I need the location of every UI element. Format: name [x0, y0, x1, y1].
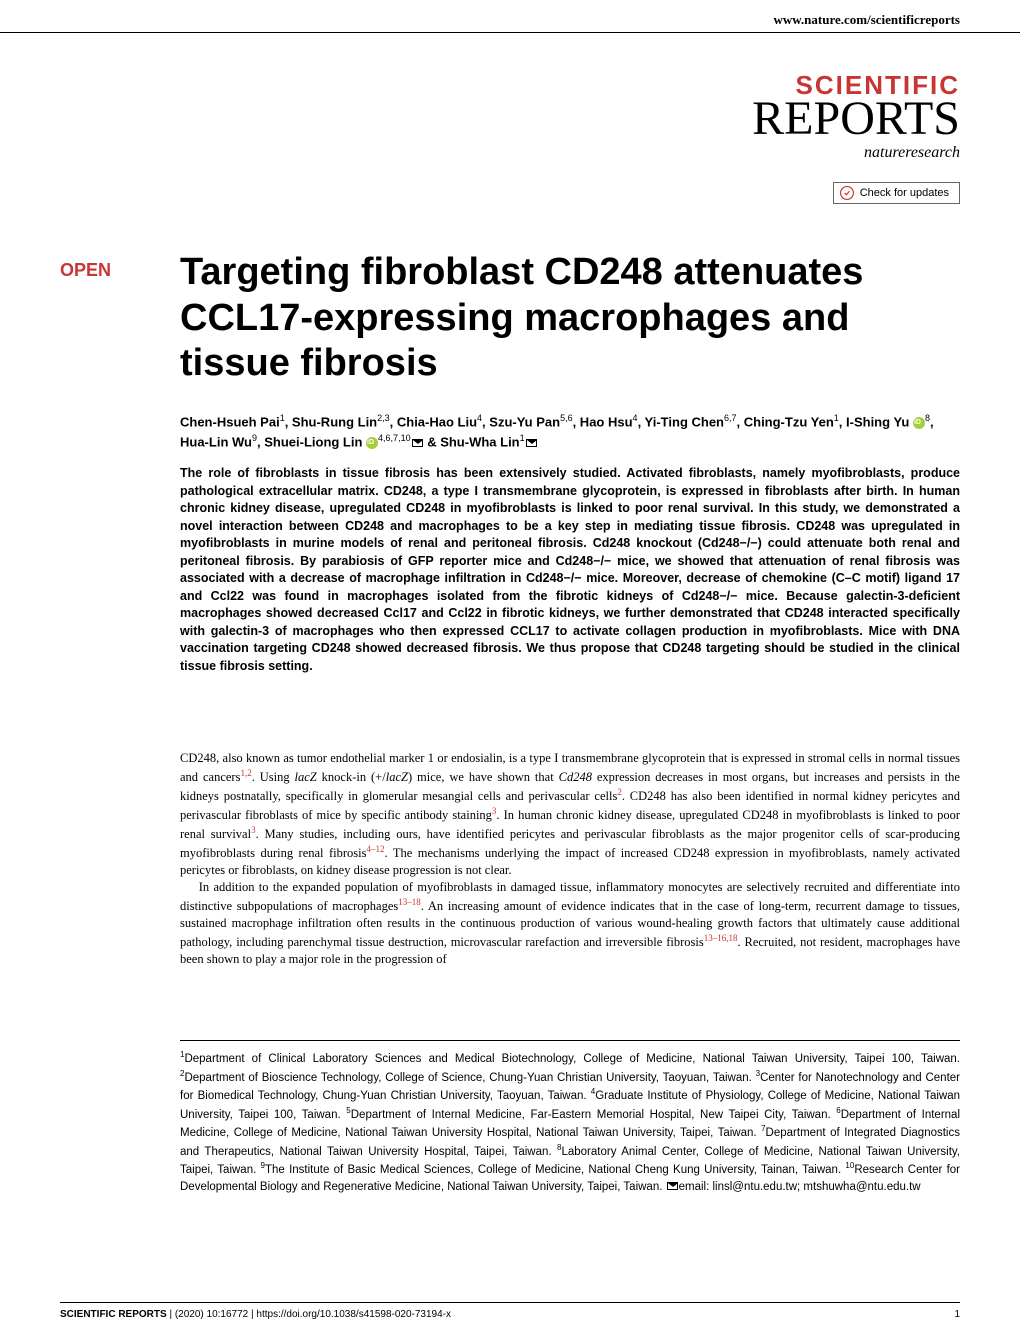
check-updates-button[interactable]: Check for updates — [833, 182, 960, 204]
footer-journal: SCIENTIFIC REPORTS — [60, 1309, 167, 1320]
orcid-icon — [366, 437, 378, 449]
article-title: Targeting fibroblast CD248 attenuates CC… — [180, 250, 960, 387]
body-paragraph-1: CD248, also known as tumor endothelial m… — [180, 750, 960, 879]
orcid-icon — [913, 417, 925, 429]
footer: SCIENTIFIC REPORTS | (2020) 10:16772 | h… — [60, 1302, 960, 1320]
open-access-badge: OPEN — [60, 260, 111, 281]
affiliations: 1Department of Clinical Laboratory Scien… — [180, 1040, 960, 1195]
journal-logo: SCIENTIFIC REPORTS natureresearch Check … — [752, 70, 960, 205]
header-rule — [0, 32, 1020, 33]
footer-sep1: | — [167, 1309, 175, 1320]
body-paragraph-2: In addition to the expanded population o… — [180, 879, 960, 968]
logo-nature: natureresearch — [752, 144, 960, 162]
logo-reports: REPORTS — [752, 97, 960, 140]
footer-doi: | https://doi.org/10.1038/s41598-020-731… — [251, 1309, 451, 1320]
mail-icon — [412, 439, 423, 447]
check-updates-label: Check for updates — [860, 187, 949, 199]
footer-left: SCIENTIFIC REPORTS | (2020) 10:16772 | h… — [60, 1309, 451, 1320]
mail-icon — [667, 1182, 678, 1190]
author-list: Chen-Hsueh Pai1, Shu-Rung Lin2,3, Chia-H… — [180, 412, 960, 452]
header-url: www.nature.com/scientificreports — [0, 0, 1020, 28]
abstract: The role of fibroblasts in tissue fibros… — [180, 465, 960, 675]
crossmark-icon — [840, 186, 854, 200]
footer-page-number: 1 — [954, 1309, 960, 1320]
body-text: CD248, also known as tumor endothelial m… — [180, 750, 960, 968]
footer-citation: (2020) 10:16772 — [175, 1309, 248, 1320]
mail-icon — [526, 439, 537, 447]
